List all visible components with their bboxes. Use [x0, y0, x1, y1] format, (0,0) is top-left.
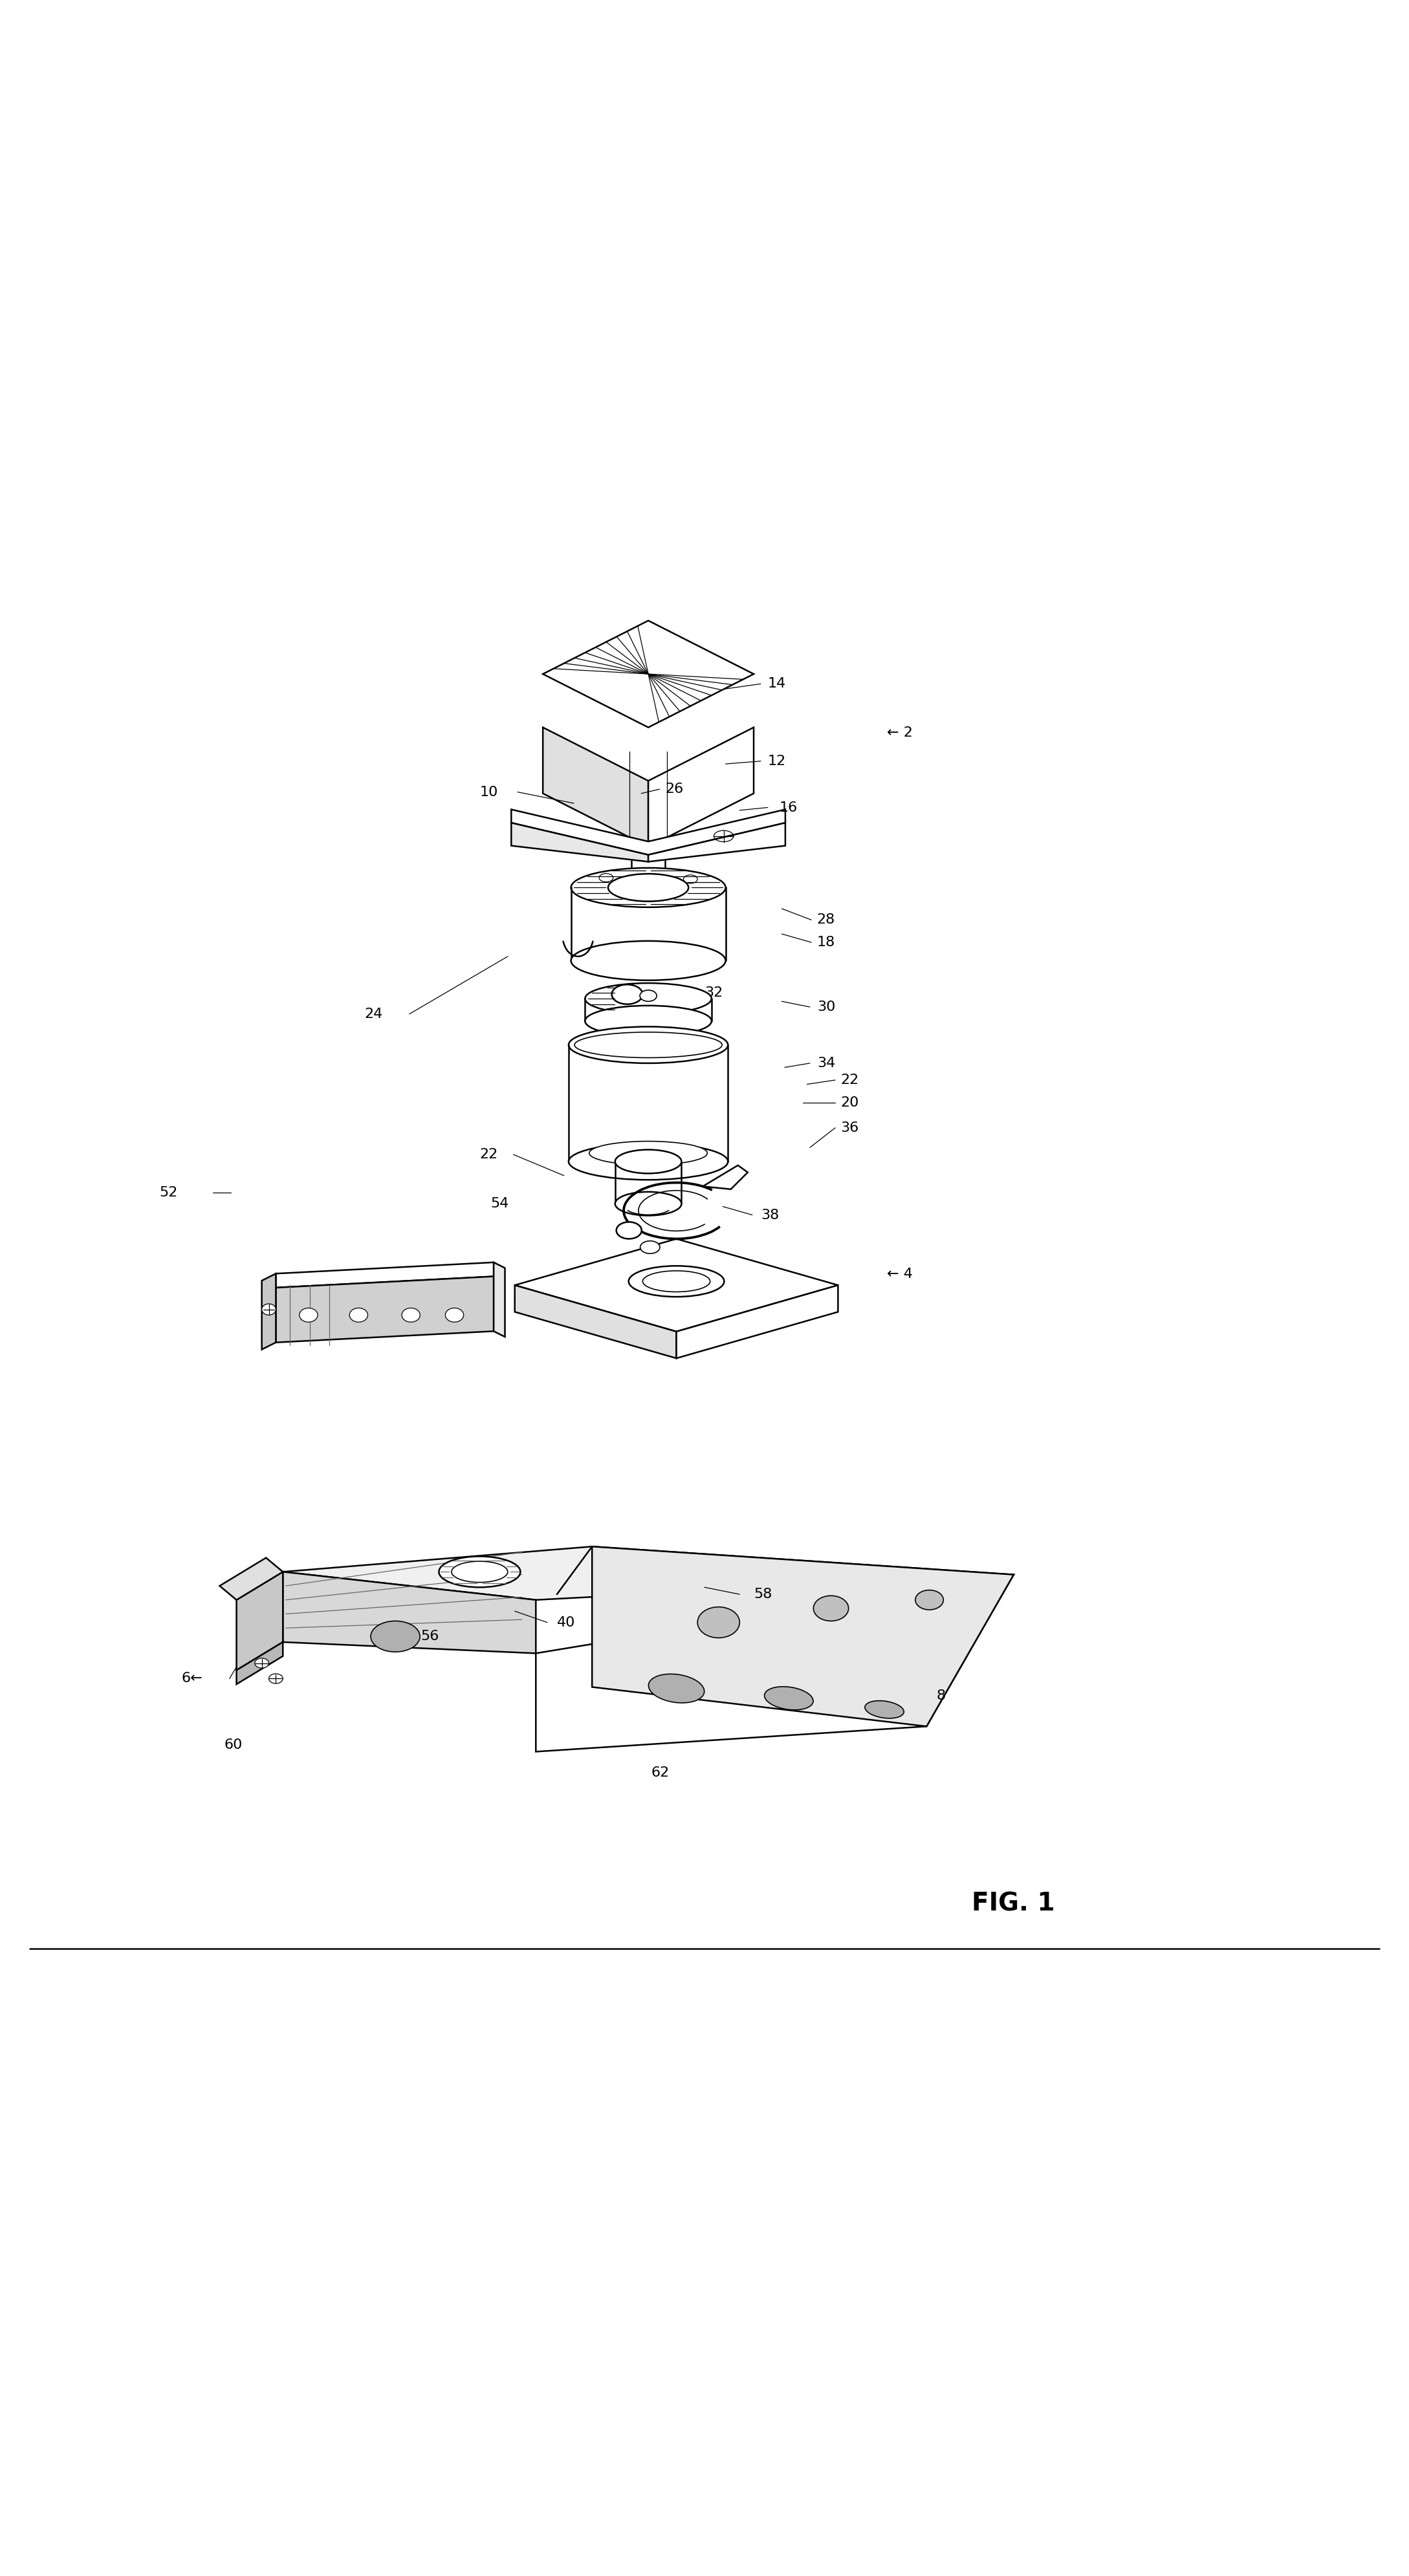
- Text: 6←: 6←: [182, 1672, 203, 1685]
- Text: ← 2: ← 2: [888, 726, 913, 739]
- Text: ← 4: ← 4: [888, 1267, 913, 1280]
- Ellipse shape: [255, 1659, 269, 1669]
- Polygon shape: [514, 1285, 676, 1358]
- Polygon shape: [703, 1164, 748, 1190]
- Text: 14: 14: [768, 677, 786, 690]
- Polygon shape: [276, 1262, 493, 1288]
- Text: 34: 34: [817, 1056, 836, 1069]
- Text: 18: 18: [817, 935, 836, 948]
- Ellipse shape: [569, 1028, 728, 1064]
- Text: 36: 36: [841, 1121, 859, 1133]
- Ellipse shape: [697, 1607, 740, 1638]
- Text: 10: 10: [479, 786, 497, 799]
- Ellipse shape: [648, 1674, 704, 1703]
- Ellipse shape: [616, 1193, 682, 1216]
- Ellipse shape: [616, 1221, 641, 1239]
- Text: 26: 26: [665, 783, 683, 796]
- Ellipse shape: [349, 1309, 368, 1321]
- Text: 54: 54: [490, 1198, 509, 1211]
- Ellipse shape: [589, 1141, 707, 1164]
- Polygon shape: [511, 822, 648, 863]
- Polygon shape: [514, 1239, 838, 1332]
- Ellipse shape: [765, 1687, 813, 1710]
- Ellipse shape: [299, 1309, 317, 1321]
- Text: 20: 20: [841, 1095, 859, 1110]
- Text: 8: 8: [937, 1690, 945, 1703]
- Text: 22: 22: [841, 1074, 859, 1087]
- Polygon shape: [283, 1546, 1013, 1600]
- Polygon shape: [592, 1546, 1013, 1726]
- Ellipse shape: [640, 1242, 659, 1255]
- Ellipse shape: [585, 1005, 712, 1036]
- Text: FIG. 1: FIG. 1: [972, 1891, 1055, 1917]
- Text: 28: 28: [817, 914, 836, 927]
- Text: 12: 12: [768, 755, 786, 768]
- Ellipse shape: [813, 1595, 848, 1620]
- Ellipse shape: [402, 1309, 420, 1321]
- Polygon shape: [542, 726, 648, 848]
- Polygon shape: [237, 1571, 283, 1669]
- Text: 62: 62: [651, 1767, 669, 1780]
- Polygon shape: [276, 1278, 493, 1342]
- Polygon shape: [283, 1571, 535, 1654]
- Ellipse shape: [445, 1309, 464, 1321]
- Text: 52: 52: [159, 1185, 178, 1198]
- Ellipse shape: [571, 868, 726, 907]
- Text: 30: 30: [817, 999, 836, 1012]
- Ellipse shape: [575, 1033, 721, 1059]
- Polygon shape: [220, 1558, 283, 1600]
- Text: 60: 60: [224, 1739, 242, 1752]
- Ellipse shape: [640, 989, 657, 1002]
- Ellipse shape: [609, 873, 689, 902]
- Text: 56: 56: [421, 1631, 440, 1643]
- Polygon shape: [648, 822, 785, 863]
- Ellipse shape: [438, 1556, 520, 1587]
- Text: 38: 38: [761, 1208, 779, 1221]
- Text: 32: 32: [704, 987, 723, 999]
- Text: 16: 16: [779, 801, 797, 814]
- Polygon shape: [535, 1574, 1013, 1752]
- Polygon shape: [511, 809, 785, 855]
- Ellipse shape: [612, 984, 643, 1005]
- Ellipse shape: [262, 1303, 276, 1314]
- Text: 58: 58: [754, 1587, 772, 1600]
- Text: 22: 22: [479, 1149, 497, 1162]
- Polygon shape: [237, 1641, 283, 1685]
- Ellipse shape: [628, 1265, 724, 1296]
- Polygon shape: [676, 1285, 838, 1358]
- Ellipse shape: [371, 1620, 420, 1651]
- Ellipse shape: [916, 1589, 944, 1610]
- Ellipse shape: [451, 1561, 507, 1582]
- Text: 24: 24: [365, 1007, 383, 1020]
- Ellipse shape: [616, 1149, 682, 1175]
- Polygon shape: [542, 621, 754, 726]
- Ellipse shape: [865, 1700, 905, 1718]
- Polygon shape: [493, 1262, 504, 1337]
- Text: 40: 40: [557, 1615, 575, 1628]
- Ellipse shape: [585, 984, 712, 1015]
- Polygon shape: [648, 726, 754, 848]
- Ellipse shape: [269, 1674, 283, 1685]
- Ellipse shape: [571, 940, 726, 981]
- Ellipse shape: [569, 1144, 728, 1180]
- Polygon shape: [262, 1273, 276, 1350]
- Ellipse shape: [643, 1270, 710, 1291]
